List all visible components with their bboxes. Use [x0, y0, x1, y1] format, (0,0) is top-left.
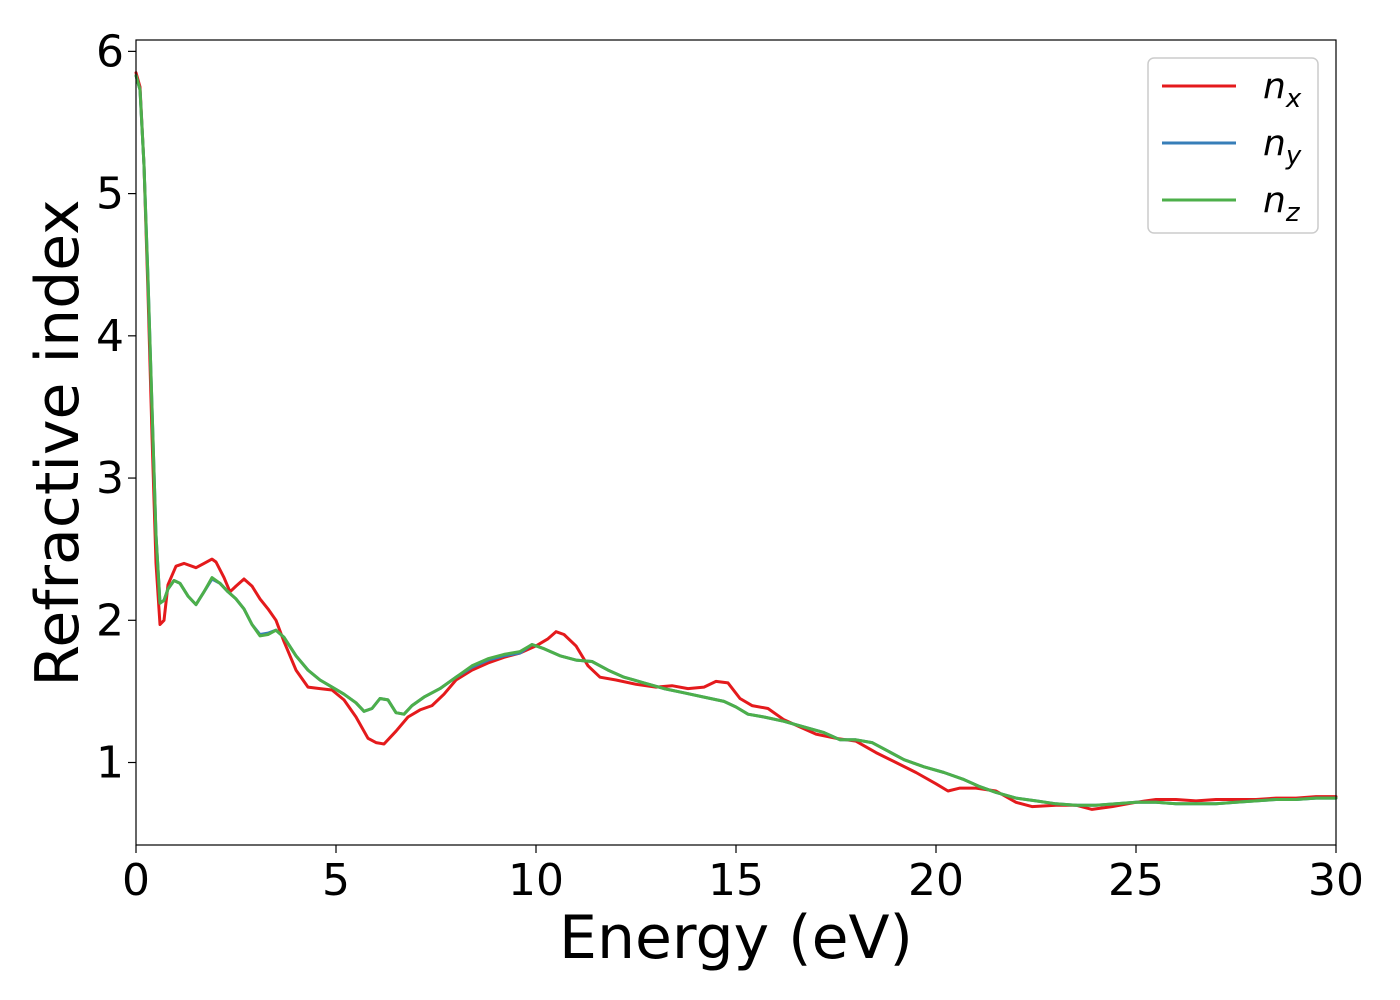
legend-label-nx: nx [1263, 66, 1302, 114]
legend: nx ny nz [1147, 57, 1319, 234]
y-tick-label: 3 [96, 453, 124, 504]
y-tick-label: 2 [96, 595, 124, 646]
legend-box [1147, 57, 1319, 234]
series-layer [134, 71, 1338, 811]
x-tick-label: 0 [122, 855, 150, 906]
y-axis-label: Refractive index [23, 199, 93, 686]
x-axis-ticks: 0 5 10 15 20 25 30 [122, 845, 1364, 906]
x-tick-label: 10 [508, 855, 564, 906]
y-tick-label: 4 [96, 311, 124, 362]
x-tick-label: 30 [1308, 855, 1364, 906]
y-axis-ticks: 1 2 3 4 5 6 [96, 26, 136, 789]
legend-label-nz: nz [1263, 180, 1301, 228]
x-tick-label: 5 [322, 855, 350, 906]
x-tick-label: 25 [1108, 855, 1164, 906]
y-tick-label: 1 [96, 738, 124, 789]
y-tick-label: 5 [96, 169, 124, 220]
x-axis-label: Energy (eV) [559, 903, 913, 973]
y-tick-label: 6 [96, 26, 124, 77]
x-tick-label: 15 [708, 855, 764, 906]
series-line-nx [134, 71, 1338, 811]
series-line-nz [134, 74, 1338, 807]
legend-label-ny: ny [1263, 123, 1302, 171]
x-tick-label: 20 [908, 855, 964, 906]
